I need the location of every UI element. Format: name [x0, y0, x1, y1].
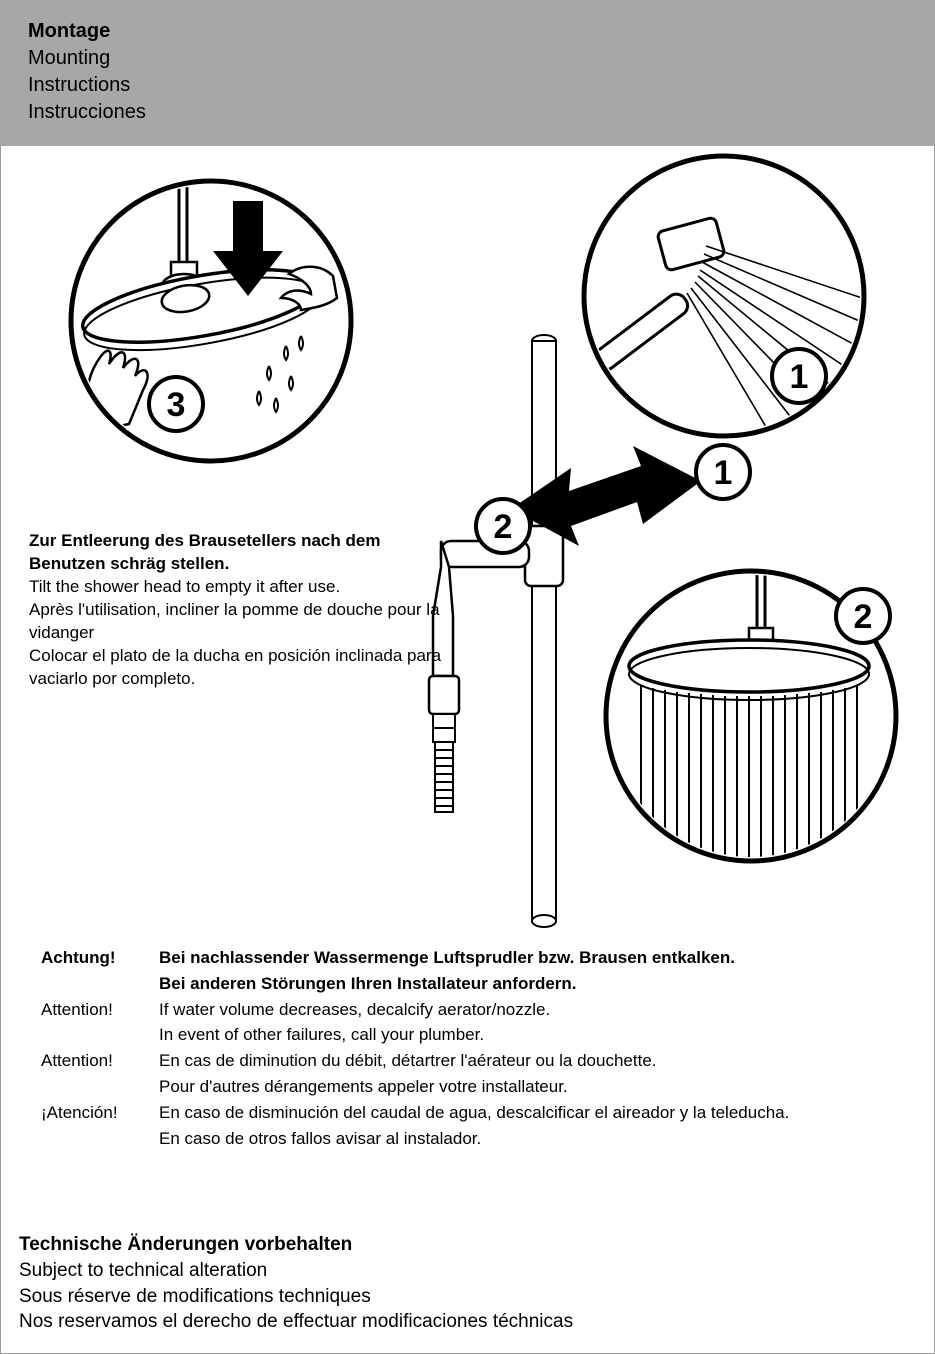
attention-label-en: Attention! — [41, 998, 159, 1024]
arrow-badge-1: 1 — [714, 454, 733, 492]
footer-en: Subject to technical alteration — [19, 1258, 573, 1284]
attention-label-de: Achtung! — [41, 946, 159, 972]
step3-badge: 3 — [167, 386, 186, 424]
attention-fr2: Pour d'autres dérangements appeler votre… — [159, 1075, 789, 1101]
tilt-instruction-text: Zur Entleerung des Brausetellers nach de… — [29, 530, 449, 691]
footer-es: Nos reservamos el derecho de effectuar m… — [19, 1309, 573, 1335]
step1-badge: 1 — [790, 358, 809, 396]
footer-de: Technische Änderungen vorbehalten — [19, 1232, 573, 1258]
step1-handshower: 1 — [584, 156, 871, 436]
header-title-fr: Instructions — [28, 72, 935, 99]
attention-label-es: ¡Atención! — [41, 1101, 159, 1127]
attention-block: Achtung! Bei nachlassender Wassermenge L… — [41, 946, 891, 1152]
content-area: 1 1 2 — [0, 146, 935, 1354]
tilt-en: Tilt the shower head to empty it after u… — [29, 576, 449, 599]
shower-column — [429, 335, 563, 927]
header-bar: Montage Mounting Instructions Instruccio… — [0, 0, 935, 146]
attention-es2: En caso de otros fallos avisar al instal… — [159, 1127, 789, 1153]
tilt-fr: Après l'utilisation, incliner la pomme d… — [29, 599, 449, 645]
footer-text: Technische Änderungen vorbehalten Subjec… — [19, 1232, 573, 1335]
step3-tilt: 3 — [71, 181, 351, 461]
header-title-es: Instrucciones — [28, 99, 935, 126]
attention-de1: Bei nachlassender Wassermenge Luftsprudl… — [159, 946, 789, 972]
tilt-es: Colocar el plato de la ducha en posición… — [29, 645, 449, 691]
header-title-de: Montage — [28, 18, 935, 45]
attention-en2: In event of other failures, call your pl… — [159, 1023, 789, 1049]
attention-de2: Bei anderen Störungen Ihren Installateur… — [159, 972, 789, 998]
tilt-de: Zur Entleerung des Brausetellers nach de… — [29, 530, 449, 576]
attention-label-fr: Attention! — [41, 1049, 159, 1075]
attention-fr1: En cas de diminution du débit, détartrer… — [159, 1049, 789, 1075]
step2-rainhead: 2 — [606, 571, 896, 861]
arrow-badge-2: 2 — [494, 508, 513, 546]
attention-es1: En caso de disminución del caudal de agu… — [159, 1101, 789, 1127]
attention-en1: If water volume decreases, decalcify aer… — [159, 998, 789, 1024]
step2-badge: 2 — [854, 598, 873, 636]
header-title-en: Mounting — [28, 45, 935, 72]
footer-fr: Sous réserve de modifications techniques — [19, 1284, 573, 1310]
